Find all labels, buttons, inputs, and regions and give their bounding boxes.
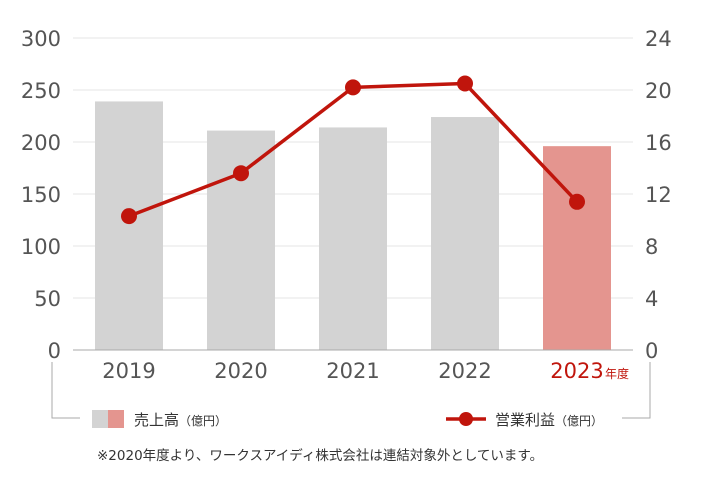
point-2022 — [457, 75, 473, 92]
legend-bracket — [51, 362, 80, 419]
category-label: 2022 — [438, 359, 491, 383]
right-tick-label: 20 — [645, 79, 672, 103]
category-label: 2020 — [214, 359, 267, 383]
right-tick-label: 0 — [645, 339, 658, 363]
left-axis-ticks: 0 50 100 150 200 250 300 — [21, 27, 61, 363]
left-tick-label: 200 — [21, 131, 61, 155]
legend-sales-unit: （億円） — [179, 414, 227, 428]
right-tick-label: 8 — [645, 235, 658, 259]
legend-sales-name: 売上高 — [134, 411, 179, 429]
right-tick-label: 16 — [645, 131, 672, 155]
left-tick-label: 0 — [48, 339, 61, 363]
legend-swatch-marker — [459, 412, 473, 426]
bar-series — [95, 101, 611, 350]
bar-2019 — [95, 101, 163, 350]
category-label: 2019 — [102, 359, 155, 383]
footnote: ※2020年度より、ワークスアイディ株式会社は連結対象外としています。 — [97, 447, 543, 464]
left-tick-label: 100 — [21, 235, 61, 259]
category-suffix: 年度 — [605, 366, 629, 381]
left-tick-label: 150 — [21, 183, 61, 207]
right-tick-label: 24 — [645, 27, 672, 51]
left-tick-label: 50 — [34, 287, 61, 311]
bar-2021 — [319, 127, 387, 350]
right-tick-label: 12 — [645, 183, 672, 207]
right-tick-label: 4 — [645, 287, 658, 311]
legend-swatch-bar-highlight — [108, 410, 124, 428]
point-2021 — [345, 79, 361, 96]
point-2023 — [569, 193, 585, 210]
left-tick-label: 250 — [21, 79, 61, 103]
bar-2020 — [207, 130, 275, 350]
line-series — [121, 75, 585, 225]
legend-label-profit: 営業利益（億円） — [495, 411, 603, 429]
point-2019 — [121, 208, 137, 225]
legend-profit-unit: （億円） — [555, 414, 603, 428]
legend-swatch-bar — [92, 410, 108, 428]
point-2020 — [233, 165, 249, 182]
x-axis-labels: 2019 2020 2021 2022 2023 年度 — [102, 359, 629, 383]
legend-bracket — [622, 362, 651, 419]
category-label: 2021 — [326, 359, 379, 383]
legend: 売上高（億円） 営業利益（億円） — [51, 362, 651, 429]
left-tick-label: 300 — [21, 27, 61, 51]
category-label: 2023 — [550, 359, 603, 383]
right-axis-ticks: 0 4 8 12 16 20 24 — [645, 27, 672, 363]
bar-2022 — [431, 117, 499, 350]
legend-profit-name: 営業利益 — [495, 411, 555, 429]
legend-label-sales: 売上高（億円） — [134, 411, 227, 429]
